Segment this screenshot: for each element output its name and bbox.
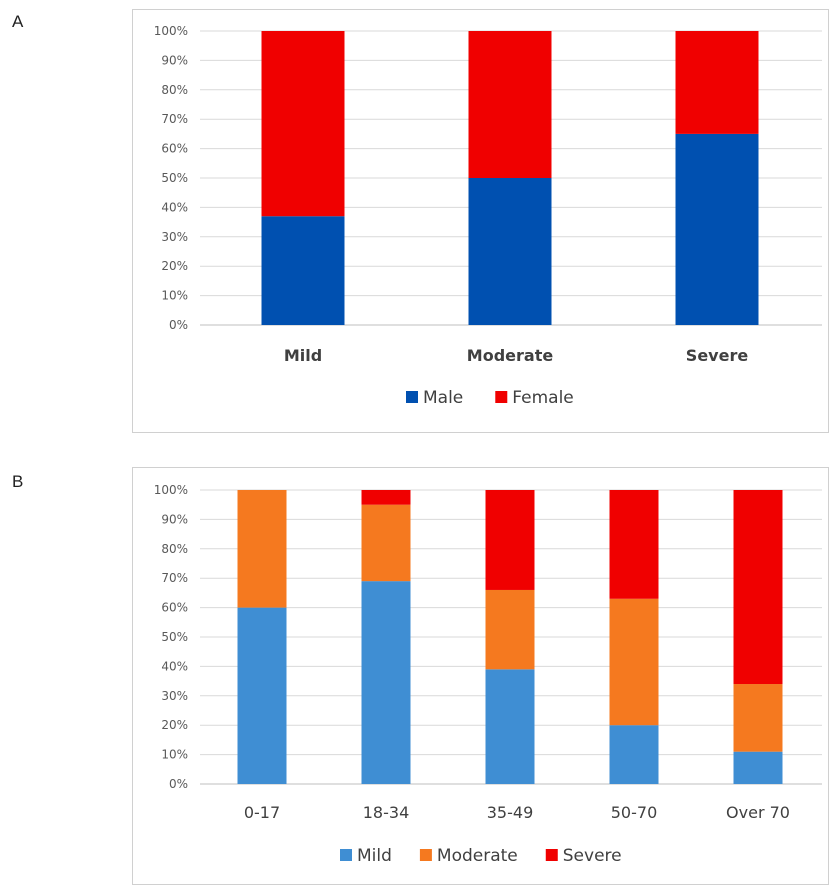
- panel-b-label: B: [12, 472, 24, 491]
- chart-b-category-label: 50-70: [611, 803, 658, 822]
- chart-b-ytick-label: 100%: [154, 483, 188, 497]
- chart-b-bar-moderate: [609, 598, 659, 726]
- chart-b-ytick-label: 10%: [161, 748, 188, 762]
- chart-b-bar-mild: [609, 725, 659, 784]
- panel-a-label: A: [12, 12, 24, 31]
- chart-a-bar-female: [675, 31, 759, 134]
- chart-b-ytick-label: 50%: [161, 630, 188, 644]
- chart-b-bar-severe: [609, 490, 659, 599]
- chart-b-bar-severe: [361, 490, 411, 505]
- chart-a-ytick-label: 60%: [161, 142, 188, 156]
- chart-a-category-label: Severe: [686, 346, 749, 365]
- chart-a-category-label: Mild: [284, 346, 322, 365]
- chart-b-bar-moderate: [361, 504, 411, 582]
- chart-a-bar-male: [261, 216, 345, 325]
- chart-a-category-label: Moderate: [467, 346, 554, 365]
- chart-a-legend-label: Female: [512, 388, 573, 408]
- chart-a-ytick-label: 30%: [161, 230, 188, 244]
- chart-b-bar-moderate: [237, 490, 287, 608]
- chart-b-bar-mild: [237, 607, 287, 784]
- chart-a-bar-male: [675, 133, 759, 325]
- chart-b-legend-label: Moderate: [437, 846, 518, 866]
- chart-a-bar-female: [468, 31, 552, 178]
- chart-b-bar-mild: [733, 751, 783, 784]
- chart-a-ytick-label: 0%: [169, 318, 188, 332]
- chart-b-category-label: 35-49: [487, 803, 534, 822]
- chart-b-bar-mild: [361, 581, 411, 784]
- chart-a-legend-swatch: [406, 391, 418, 403]
- chart-b-ytick-label: 90%: [161, 512, 188, 526]
- chart-a-bar-female: [261, 31, 345, 217]
- chart-b-ytick-label: 80%: [161, 542, 188, 556]
- chart-b-legend-swatch: [545, 849, 558, 861]
- chart-a-ytick-label: 80%: [161, 83, 188, 97]
- chart-b-ytick-label: 0%: [169, 777, 188, 791]
- chart-b-legend-label: Mild: [357, 846, 392, 866]
- chart-b-legend-swatch: [419, 849, 432, 861]
- chart-b-ytick-label: 60%: [161, 601, 188, 615]
- chart-b-bar-mild: [485, 669, 535, 784]
- chart-b-category-label: 0-17: [244, 803, 280, 822]
- chart-a-legend-label: Male: [423, 388, 463, 408]
- chart-a-ytick-label: 90%: [161, 53, 188, 67]
- chart-a-legend-swatch: [495, 391, 508, 403]
- chart-b-category-label: Over 70: [726, 803, 790, 822]
- chart-b-legend-swatch: [340, 849, 352, 861]
- chart-a-ytick-label: 70%: [161, 112, 188, 126]
- chart-b-ytick-label: 70%: [161, 571, 188, 585]
- chart-a-ytick-label: 40%: [161, 200, 188, 214]
- chart-a-ytick-label: 10%: [161, 289, 188, 303]
- chart-b-category-label: 18-34: [363, 803, 410, 822]
- chart-a-ytick-label: 50%: [161, 171, 188, 185]
- chart-a-ytick-label: 100%: [154, 24, 188, 38]
- chart-b-bar-moderate: [485, 589, 535, 670]
- chart-b-ytick-label: 40%: [161, 659, 188, 673]
- chart-b-bar-moderate: [733, 684, 783, 752]
- chart-b-bar-severe: [733, 490, 783, 685]
- chart-b-ytick-label: 20%: [161, 718, 188, 732]
- chart-b-legend-label: Severe: [563, 846, 622, 866]
- chart-b-ytick-label: 30%: [161, 689, 188, 703]
- chart-a-bar-male: [468, 178, 552, 325]
- chart-a-ytick-label: 20%: [161, 259, 188, 273]
- chart-b-bar-severe: [485, 490, 535, 590]
